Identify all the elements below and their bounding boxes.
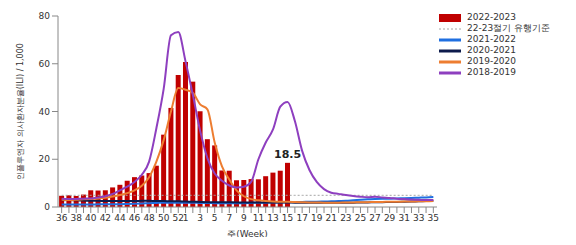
svg-text:인플루엔자 의사환자분율(ILI) / 1,000: 인플루엔자 의사환자분율(ILI) / 1,000 (16, 43, 25, 180)
html-text:2019-2020: 2019-2020 (467, 56, 516, 66)
svg-text:5: 5 (212, 213, 218, 223)
svg-text:50: 50 (158, 213, 170, 223)
svg-text:주(Week): 주(Week) (227, 229, 268, 237)
svg-text:44: 44 (114, 213, 126, 223)
svg-text:20: 20 (39, 154, 51, 164)
svg-text:25: 25 (355, 213, 366, 223)
svg-text:23: 23 (340, 213, 351, 223)
svg-text:35: 35 (428, 213, 439, 223)
html-text:2021-2022: 2021-2022 (467, 34, 516, 44)
svg-text:21: 21 (326, 213, 337, 223)
html-text:22-23절기 유행기준: 22-23절기 유행기준 (467, 23, 550, 33)
svg-text:17: 17 (296, 213, 307, 223)
svg-text:38: 38 (70, 213, 82, 223)
svg-text:19: 19 (311, 213, 323, 223)
svg-text:29: 29 (384, 213, 396, 223)
svg-text:27: 27 (369, 213, 380, 223)
svg-text:11: 11 (253, 213, 264, 223)
svg-text:15: 15 (282, 213, 293, 223)
svg-text:46: 46 (129, 213, 141, 223)
svg-text:48: 48 (143, 213, 155, 223)
svg-text:31: 31 (398, 213, 409, 223)
svg-text:7: 7 (226, 213, 232, 223)
svg-text:9: 9 (241, 213, 247, 223)
svg-text:42: 42 (100, 213, 111, 223)
svg-text:60: 60 (39, 59, 51, 69)
svg-text:36: 36 (56, 213, 68, 223)
svg-text:40: 40 (85, 213, 97, 223)
svg-text:40: 40 (39, 107, 51, 117)
svg-text:18.5: 18.5 (274, 148, 301, 161)
svg-text:3: 3 (197, 213, 203, 223)
svg-text:13: 13 (267, 213, 278, 223)
html-text:2020-2021: 2020-2021 (467, 45, 516, 55)
svg-text:0: 0 (44, 202, 50, 212)
svg-text:80: 80 (39, 11, 51, 21)
svg-text:33: 33 (413, 213, 424, 223)
html-text:2018-2019: 2018-2019 (467, 67, 516, 77)
html-text:2022-2023: 2022-2023 (467, 12, 516, 22)
svg-text:1: 1 (183, 213, 189, 223)
svg-text:52: 52 (172, 213, 184, 224)
